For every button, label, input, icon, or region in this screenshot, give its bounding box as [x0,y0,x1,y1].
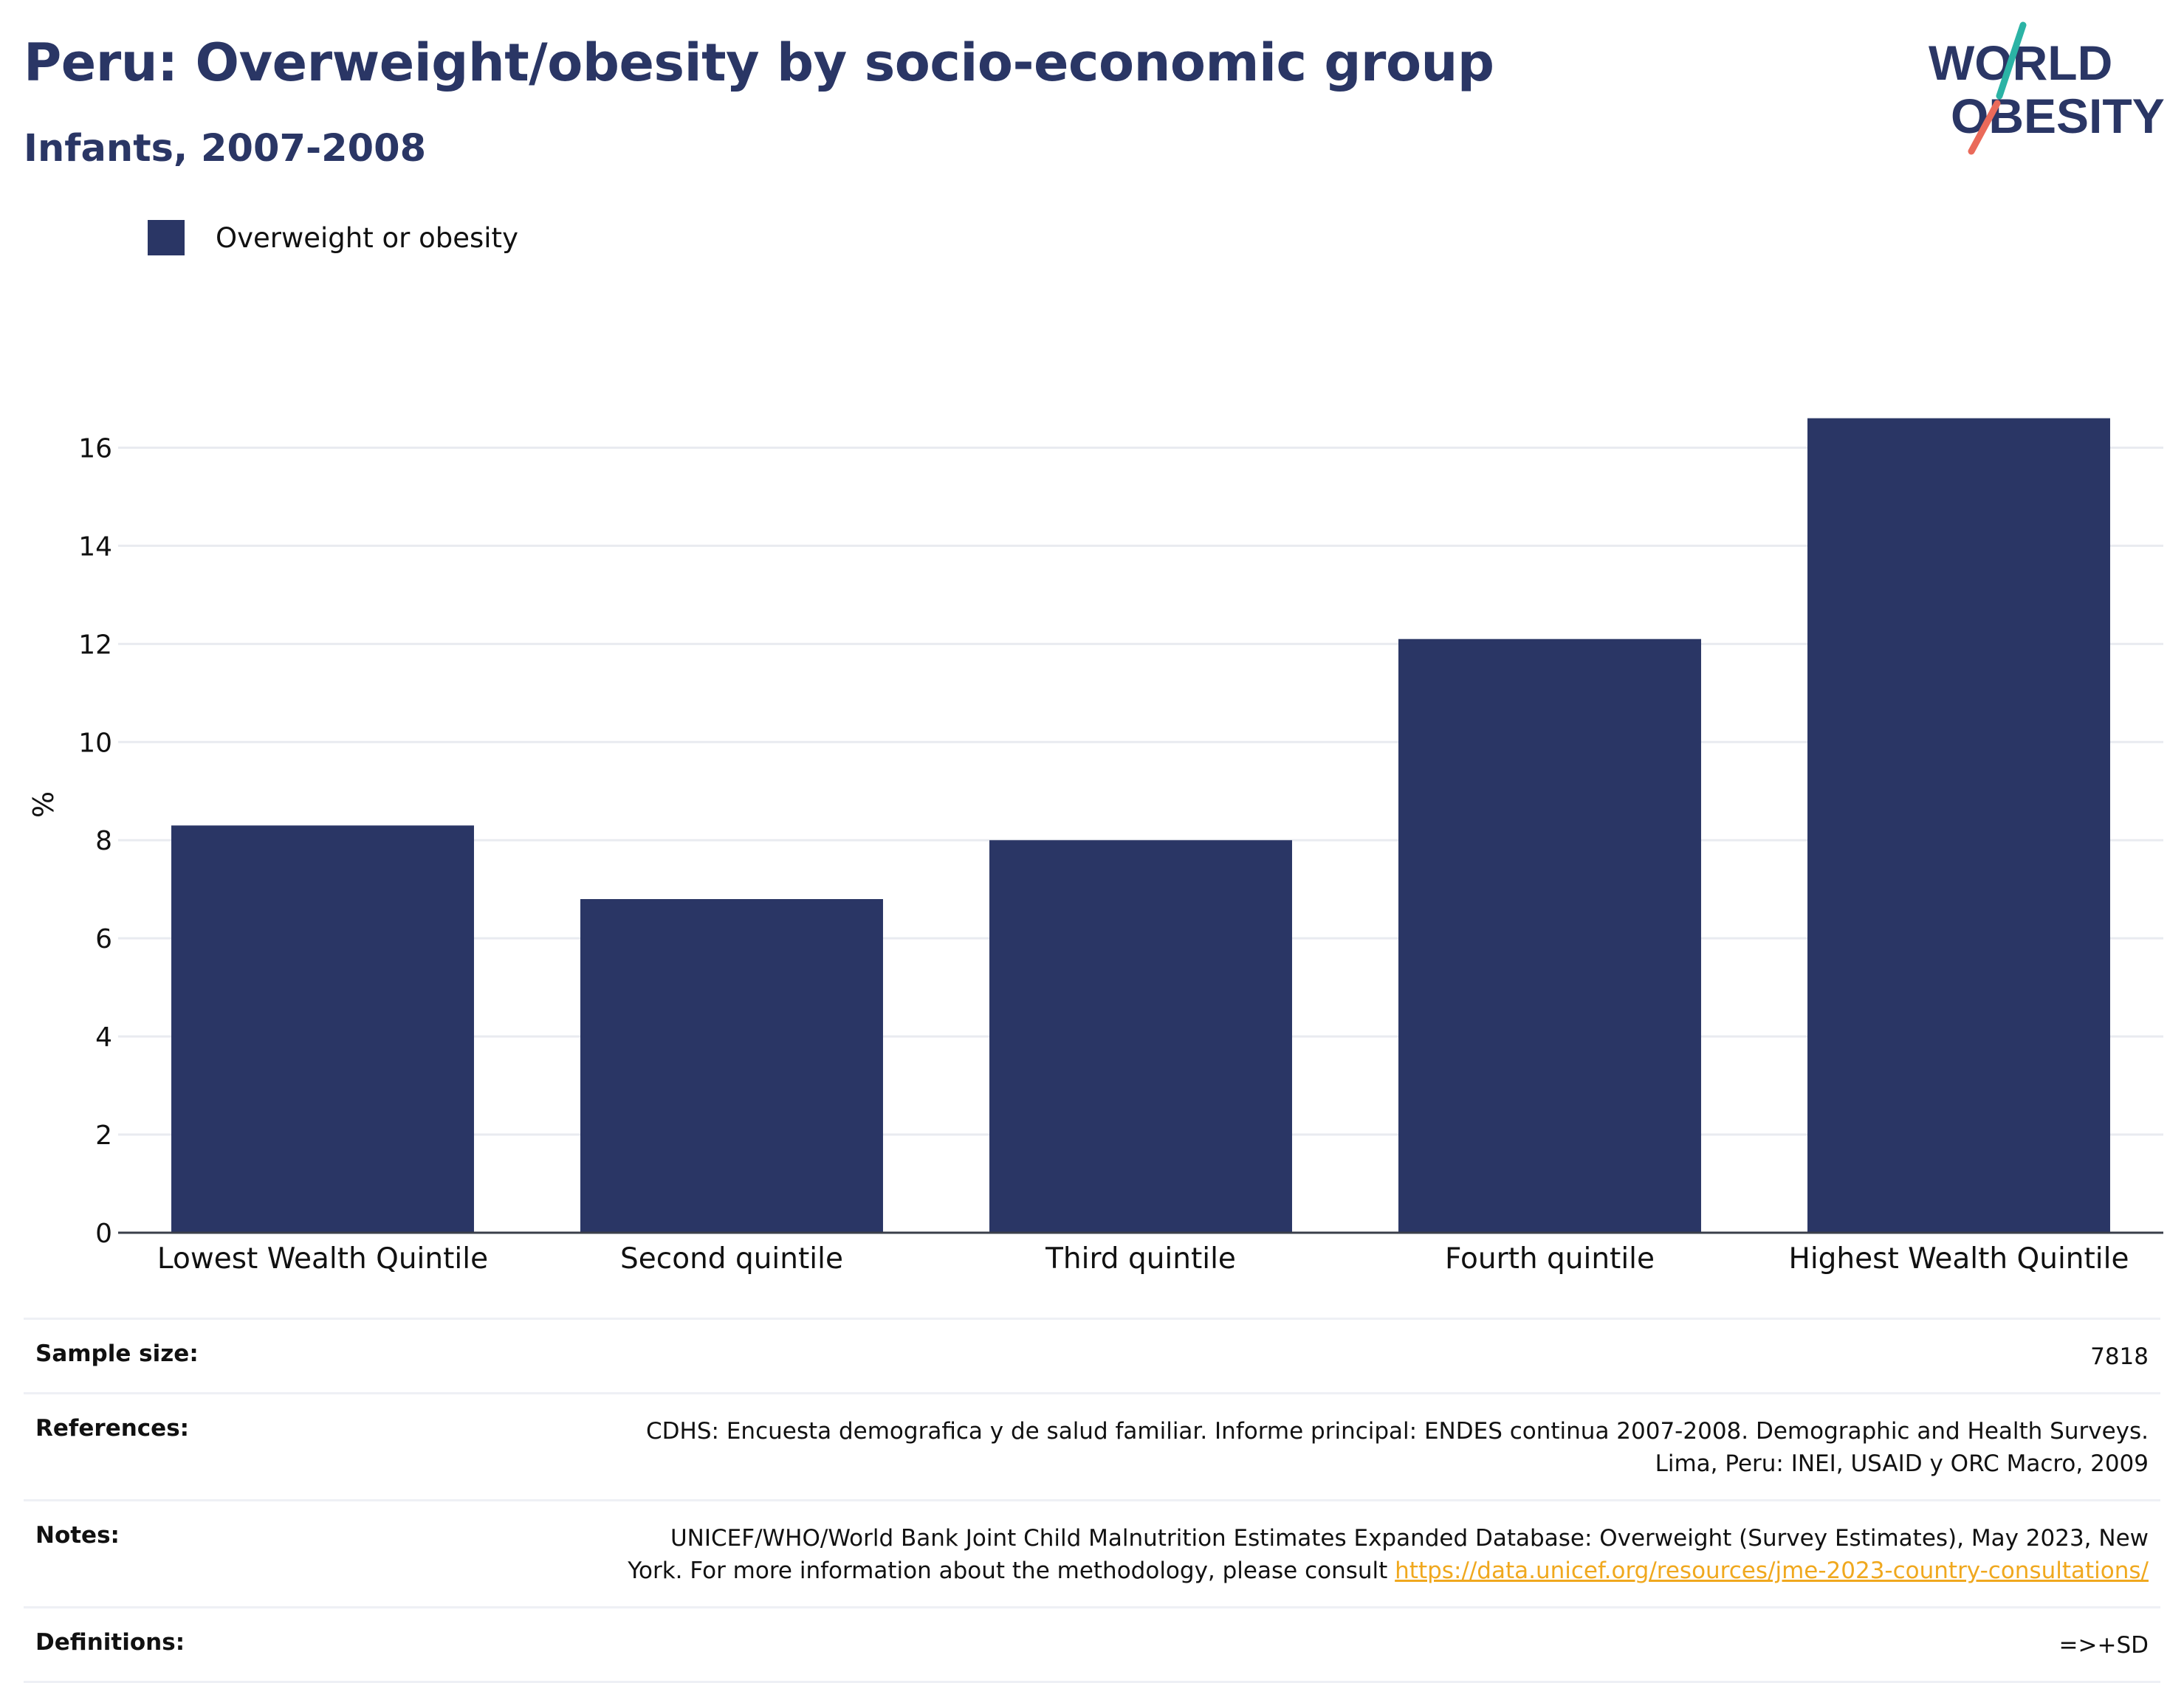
meta-row-definitions: Definitions: =>+SD [24,1606,2160,1683]
y-tick-label: 10 [78,728,112,758]
chart-legend: Overweight or obesity [148,220,518,255]
logo-line-1: WORLD [1929,35,2112,90]
bar [171,825,474,1233]
metadata-table: Sample size: 7818 References: CDHS: Encu… [24,1318,2160,1683]
bar [989,840,1292,1233]
y-tick-label: 0 [95,1219,112,1249]
meta-row-notes: Notes: UNICEF/WHO/World Bank Joint Child… [24,1499,2160,1606]
logo-slash-coral [1968,100,2001,155]
y-axis-title: % [27,791,60,818]
references-label: References: [35,1415,190,1442]
logo-slash-teal [1996,21,2027,100]
definitions-value: =>+SD [2058,1632,2149,1659]
references-value: CDHS: Encuesta demografica y de salud fa… [646,1418,2149,1477]
definitions-label: Definitions: [35,1629,185,1656]
notes-link[interactable]: https://data.unicef.org/resources/jme-20… [1395,1558,2149,1584]
notes-value: UNICEF/WHO/World Bank Joint Child Malnut… [613,1522,2149,1587]
legend-label: Overweight or obesity [216,221,518,254]
world-obesity-logo: WORLD OBESITY [1929,21,2165,155]
bars [171,418,2110,1233]
chart-title: Peru: Overweight/obesity by socio-econom… [24,32,1494,93]
y-tick-label: 14 [78,531,112,562]
x-tick-label: Second quintile [620,1242,843,1276]
notes-text: UNICEF/WHO/World Bank Joint Child Malnut… [628,1525,2149,1584]
sample-size-label: Sample size: [35,1340,199,1367]
y-tick-label: 6 [95,924,112,954]
notes-label: Notes: [35,1522,120,1549]
y-tick-label: 8 [95,826,112,856]
x-tick-label: Fourth quintile [1445,1242,1655,1276]
bar-chart: 0 2 4 6 8 10 12 14 16 Lowest Wealth Quintile Secon… [27,418,2163,1276]
meta-row-sample-size: Sample size: 7818 [24,1318,2160,1392]
bar [580,899,883,1233]
bar [1398,639,1701,1233]
y-tick-label: 12 [78,630,112,660]
y-tick-label: 16 [78,433,112,464]
x-tick-label: Lowest Wealth Quintile [157,1242,488,1276]
y-tick-label: 2 [95,1121,112,1151]
meta-row-references: References: CDHS: Encuesta demografica y… [24,1392,2160,1499]
sample-size-value: 7818 [2090,1343,2149,1370]
y-tick-label: 4 [95,1022,112,1053]
x-tick-label: Third quintile [1045,1242,1236,1276]
axes: 0 2 4 6 8 10 12 14 16 Lowest Wealth Quintile Secon… [78,433,2163,1276]
chart-subtitle: Infants, 2007-2008 [24,127,427,171]
x-tick-label: Highest Wealth Quintile [1789,1242,2129,1276]
legend-swatch [148,220,185,255]
bar [1807,418,2110,1233]
logo-line-2: OBESITY [1951,89,2165,143]
